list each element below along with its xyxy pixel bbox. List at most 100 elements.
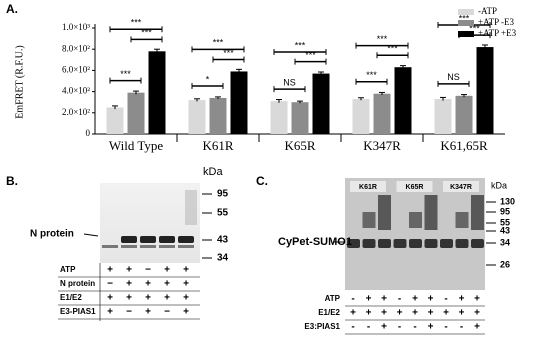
marker-label: 34 (217, 253, 229, 264)
blot-band (424, 195, 438, 230)
blot-band (440, 239, 453, 248)
bar (394, 67, 412, 134)
significance-label: *** (366, 70, 377, 80)
blot-band (159, 245, 175, 248)
bar (188, 100, 206, 134)
blot-band (121, 236, 137, 243)
blot-band (159, 236, 175, 243)
bar (476, 47, 494, 134)
sign: + (145, 279, 151, 290)
x-tick-label: K347R (363, 138, 401, 153)
lane-header: K347R (450, 184, 472, 191)
significance-label: *** (120, 69, 131, 79)
sign: - (460, 322, 463, 333)
sign: + (428, 294, 434, 305)
unit-label: kDa (491, 180, 507, 190)
blot-band (362, 212, 376, 228)
y-tick-label: 0 (86, 128, 91, 138)
sign: + (381, 308, 387, 319)
row-label: E1/E2 (318, 308, 340, 317)
marker-label: 95 (217, 189, 229, 200)
bar (127, 92, 145, 134)
bar (270, 101, 288, 134)
sign: + (145, 307, 151, 318)
bar (373, 93, 391, 134)
blot-band (424, 239, 438, 248)
blot-band (409, 239, 422, 248)
sign: + (107, 265, 113, 276)
sign: + (183, 279, 189, 290)
blot-band (121, 245, 137, 248)
x-tick-label: K61,65R (440, 138, 488, 153)
bar (148, 51, 166, 134)
sign: + (350, 308, 356, 319)
significance-label: *** (295, 40, 306, 50)
blot-band (471, 239, 484, 248)
blot-band (378, 239, 391, 248)
marker-label: 43 (500, 225, 510, 235)
significance-label: *** (387, 44, 398, 54)
significance-label: *** (459, 13, 470, 23)
sign: + (145, 293, 151, 304)
significance-label: *** (141, 28, 152, 38)
marker-label: 95 (500, 206, 510, 216)
significance-label: * (206, 74, 210, 84)
lane-header: K61R (359, 184, 377, 191)
sign: + (164, 265, 170, 276)
panel-label: A. (6, 2, 18, 16)
sign: + (474, 294, 480, 305)
sign: + (107, 293, 113, 304)
significance-label: *** (131, 18, 142, 28)
sign: + (183, 307, 189, 318)
bar (434, 99, 452, 134)
y-tick-label: 2.0×10² (62, 107, 90, 117)
significance-label: *** (377, 34, 388, 44)
y-tick-label: 8.0×10² (62, 43, 90, 53)
lane-header-bg (350, 181, 386, 192)
blot-smear (185, 190, 197, 225)
blot-band (393, 239, 407, 248)
sign: + (428, 322, 434, 333)
sign: + (381, 294, 387, 305)
row-label: ATP (60, 265, 76, 274)
sign: + (381, 322, 387, 333)
blot-band (378, 195, 391, 230)
x-tick-label: K65R (284, 138, 315, 153)
sign: − (164, 307, 170, 318)
sign: + (107, 307, 113, 318)
unit-label: kDa (203, 166, 223, 178)
lane-header-bg (396, 181, 433, 192)
significance-label: NS (447, 72, 460, 82)
protein-label: N protein (30, 229, 74, 240)
sign: + (474, 308, 480, 319)
sign: + (443, 308, 449, 319)
sign: - (367, 322, 370, 333)
blot-band (362, 239, 376, 248)
bar (209, 97, 227, 134)
bar (352, 99, 370, 134)
bar (312, 73, 330, 134)
marker-label: 26 (500, 259, 510, 269)
blot-band (455, 212, 469, 228)
blot-image (345, 178, 485, 290)
blot-band (455, 239, 469, 248)
sign: − (107, 279, 113, 290)
sign: + (126, 293, 132, 304)
sign: + (412, 308, 418, 319)
blot-image (100, 183, 200, 263)
sign: + (474, 322, 480, 333)
sign: + (164, 279, 170, 290)
marker-label: 43 (217, 235, 229, 246)
panel-label: B. (6, 174, 18, 188)
row-label: E3:PIAS1 (304, 322, 340, 331)
protein-label: CyPet-SUMO1 (278, 236, 352, 248)
sign: + (126, 279, 132, 290)
bar (455, 95, 473, 134)
sign: + (183, 265, 189, 276)
blot-band (140, 236, 156, 243)
significance-label: *** (213, 38, 224, 48)
sign: - (398, 294, 401, 305)
row-label: E1/E2 (60, 293, 82, 302)
panel-label: C. (256, 174, 268, 188)
blot-band (178, 245, 194, 248)
